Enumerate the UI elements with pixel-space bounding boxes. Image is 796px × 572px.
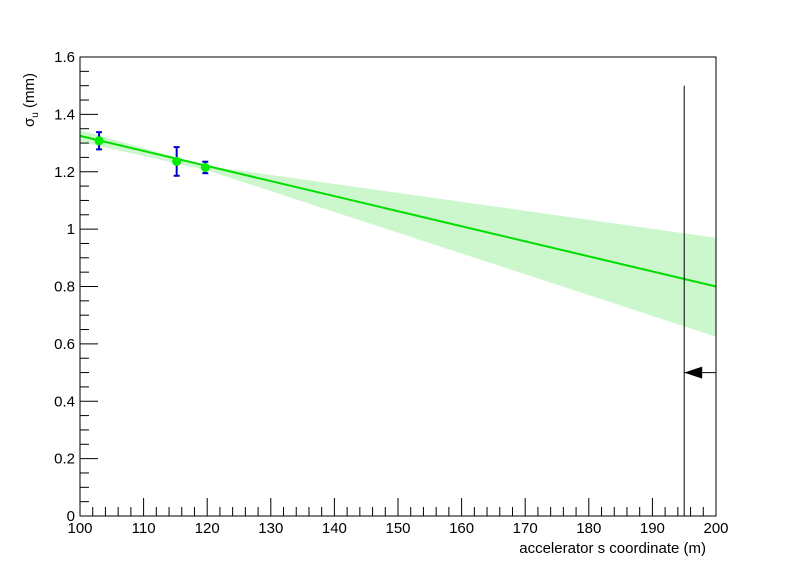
y-axis-title-unit: (mm) xyxy=(21,73,38,112)
y-axis-title-subscript: u xyxy=(30,112,41,118)
x-tick-label: 110 xyxy=(132,520,156,537)
y-tick-label: 0.8 xyxy=(54,279,75,296)
x-tick-label: 190 xyxy=(640,520,665,537)
x-tick-label: 100 xyxy=(67,520,92,537)
y-tick-label: 0.6 xyxy=(54,336,75,353)
data-point-2 xyxy=(200,162,210,172)
data-point-0 xyxy=(94,136,104,146)
data-points-layer xyxy=(94,131,210,177)
x-axis: 100 110 120 130 140 150 160 170 180 190 200 xyxy=(67,498,729,537)
y-tick-label: 1.6 xyxy=(54,49,75,66)
x-tick-label: 200 xyxy=(703,520,728,537)
y-axis-title-symbol: σ xyxy=(21,117,38,127)
y-tick-label: 0.4 xyxy=(54,393,75,410)
marker-layer xyxy=(683,85,716,516)
y-axis-title: σu (mm) xyxy=(21,73,41,127)
y-axis: 0 0.2 0.4 0.6 0.8 1 1.2 1.4 1.6 xyxy=(54,49,98,525)
x-axis-title: accelerator s coordinate (m) xyxy=(519,540,706,557)
y-tick-label: 1.4 xyxy=(54,106,75,123)
fit-line xyxy=(79,134,717,288)
marker-arrow-head xyxy=(684,366,703,379)
x-tick-label: 140 xyxy=(322,520,347,537)
y-tick-label: 1 xyxy=(67,221,75,238)
data-point-1 xyxy=(172,156,182,166)
y-tick-label: 0.2 xyxy=(54,451,75,468)
fit-line-layer xyxy=(79,134,717,288)
x-tick-label: 120 xyxy=(195,520,220,537)
x-tick-label: 160 xyxy=(449,520,474,537)
y-tick-label: 0 xyxy=(67,508,75,525)
x-tick-label: 180 xyxy=(576,520,601,537)
x-tick-label: 170 xyxy=(513,520,538,537)
x-tick-label: 130 xyxy=(258,520,283,537)
x-tick-label: 150 xyxy=(385,520,410,537)
y-tick-label: 1.2 xyxy=(54,164,75,181)
